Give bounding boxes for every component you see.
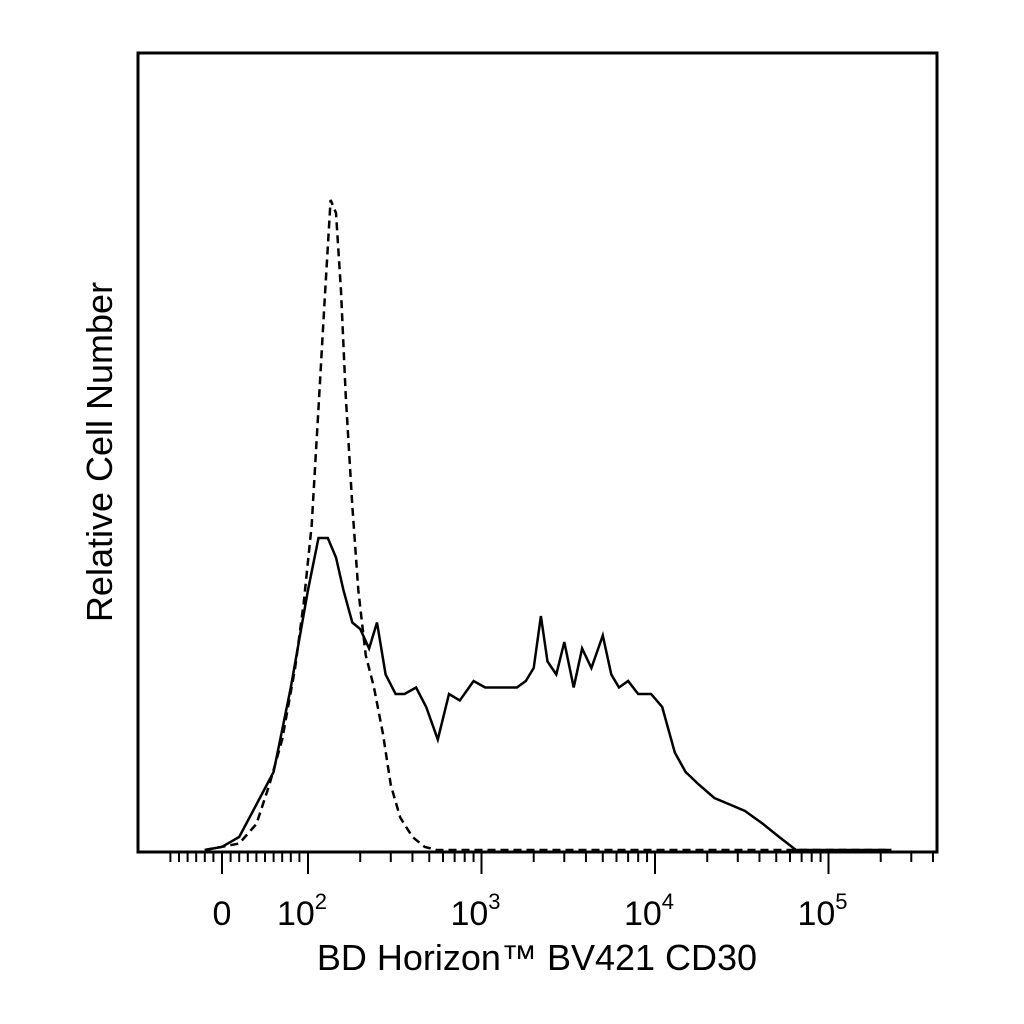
- x-axis-title: BD Horizon™ BV421 CD30: [317, 937, 757, 978]
- x-tick-label: 105: [797, 889, 847, 933]
- series-solid-line: [204, 536, 892, 852]
- plot-frame: [136, 51, 939, 854]
- series-layer: [204, 199, 892, 852]
- x-tick-label: 102: [277, 889, 327, 933]
- x-tick-label: 0: [213, 895, 232, 933]
- x-tick-labels: 0 102 103 104 105: [213, 889, 848, 933]
- series-dashed-line: [204, 199, 892, 852]
- y-axis-title: Relative Cell Number: [79, 282, 120, 622]
- x-axis-ticks: [169, 852, 934, 874]
- x-tick-label: 104: [624, 889, 674, 933]
- x-tick-label: 103: [450, 889, 500, 933]
